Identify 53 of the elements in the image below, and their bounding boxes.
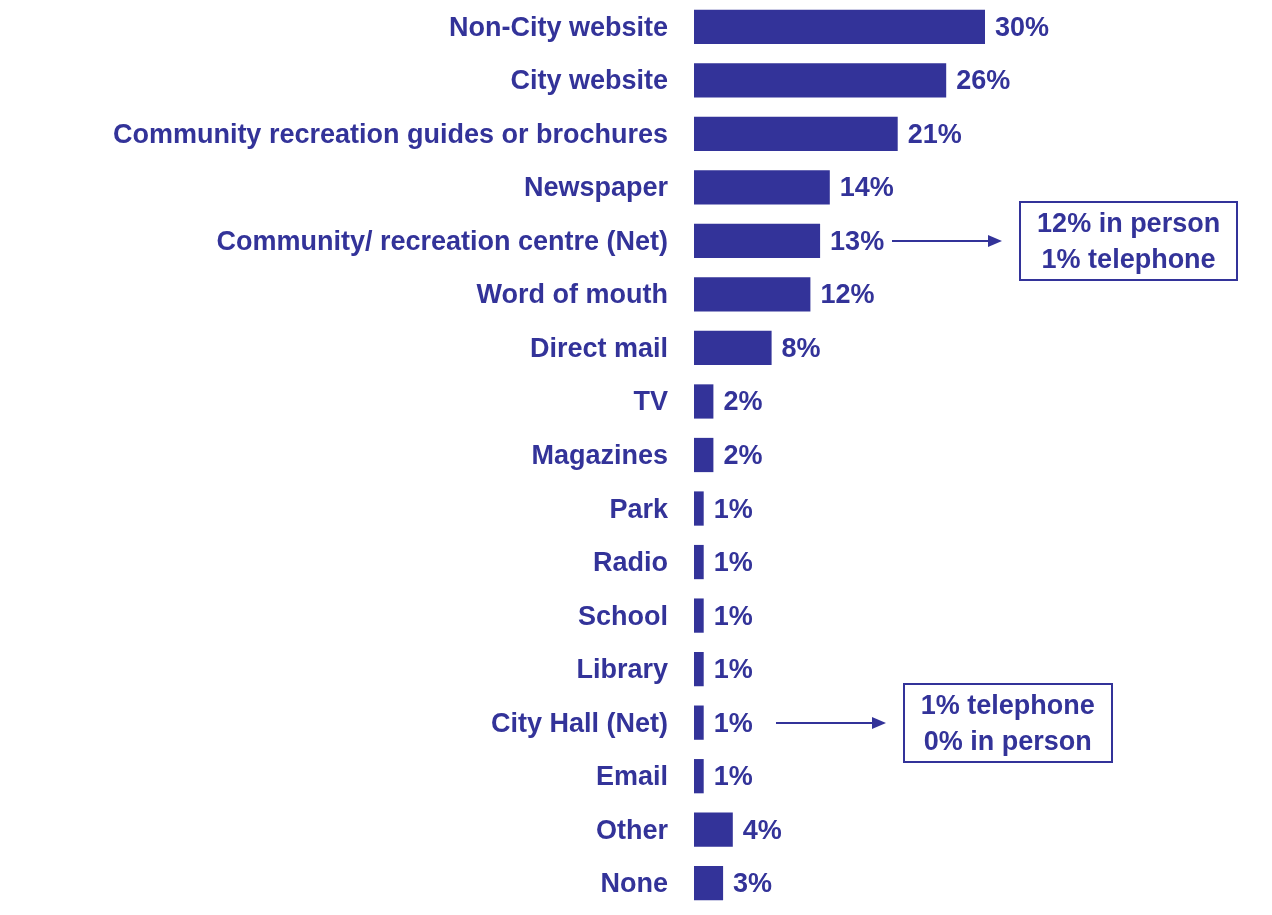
bar	[694, 812, 733, 847]
y-tick-label: TV	[633, 386, 668, 417]
data-label: 1%	[713, 707, 753, 738]
bar	[694, 544, 704, 580]
y-tick-label: Other	[595, 814, 669, 845]
bar	[694, 63, 947, 98]
bar	[694, 866, 724, 901]
y-tick-label: City website	[510, 65, 668, 96]
y-tick-label: Email	[595, 761, 668, 792]
data-label: 2%	[723, 440, 763, 470]
data-label: 8%	[781, 332, 821, 363]
bar	[694, 491, 704, 526]
data-label: 1%	[713, 493, 753, 524]
y-tick-label: Community recreation guides or brochures	[112, 118, 668, 149]
data-label: 26%	[956, 65, 1011, 96]
bar	[694, 170, 830, 205]
y-tick-label: None	[600, 868, 668, 899]
data-label: 4%	[742, 814, 782, 845]
data-label: 30%	[995, 11, 1050, 42]
note-box: 12% in person 1% telephone	[1019, 200, 1239, 281]
bar	[694, 330, 772, 366]
bar	[694, 116, 898, 151]
bar	[694, 384, 714, 419]
data-label: 1%	[713, 600, 753, 631]
y-tick-label: Park	[609, 493, 669, 524]
y-tick-label: Word of mouth	[476, 279, 668, 310]
data-label: 21%	[907, 118, 962, 149]
data-label: 14%	[839, 172, 894, 203]
data-label: 12%	[820, 279, 875, 310]
bar	[694, 759, 704, 794]
data-label: 2%	[723, 386, 763, 417]
y-tick-label: Community/ recreation centre (Net)	[216, 225, 668, 256]
bar	[694, 598, 704, 633]
note-box: 1% telephone 0% in person	[902, 682, 1113, 763]
y-tick-label: City Hall (Net)	[490, 707, 668, 738]
y-tick-label: Non-City website	[448, 11, 668, 42]
bar	[694, 9, 985, 44]
bar	[694, 651, 704, 687]
data-label: 3%	[733, 868, 773, 899]
bar	[694, 223, 821, 259]
data-label: 1%	[713, 547, 753, 578]
data-label: 13%	[830, 225, 885, 256]
y-tick-label: Radio	[592, 547, 668, 578]
bar	[694, 437, 714, 473]
y-tick-label: Library	[576, 654, 668, 685]
data-label: 1%	[713, 761, 753, 792]
data-label: 1%	[713, 654, 753, 685]
bar	[694, 705, 704, 740]
y-tick-label: Magazines	[531, 440, 668, 470]
bar	[694, 277, 811, 312]
y-tick-label: School	[577, 600, 668, 631]
y-tick-label: Newspaper	[523, 172, 669, 203]
y-tick-label: Direct mail	[529, 332, 668, 363]
